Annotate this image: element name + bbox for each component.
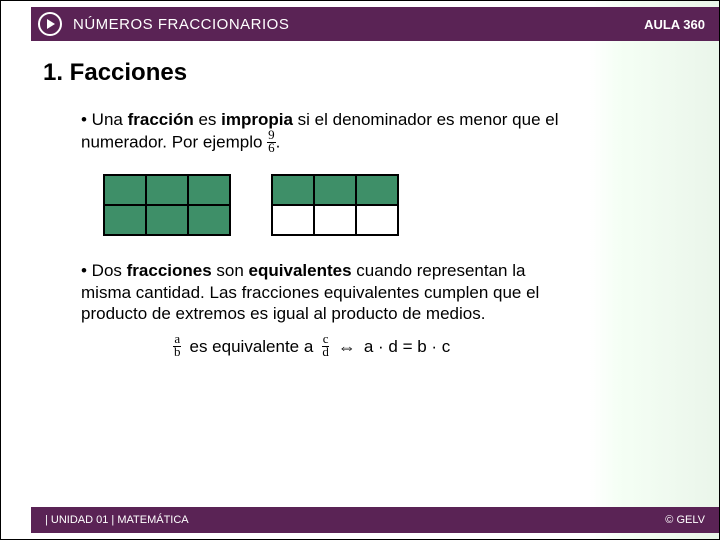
text-span: . xyxy=(276,133,281,152)
text-span: • Dos xyxy=(81,261,127,280)
text-bold: fracciones xyxy=(127,261,212,280)
play-icon xyxy=(37,11,63,37)
grid-cell xyxy=(104,175,146,205)
section-title: 1. Facciones xyxy=(43,59,689,87)
grid-cell xyxy=(314,205,356,235)
double-arrow-icon: ⇔ xyxy=(338,337,356,358)
grid-cell xyxy=(356,205,398,235)
bullet-1-text: • Una fracción es impropia si el denomin… xyxy=(81,109,561,156)
grid-cell xyxy=(272,205,314,235)
grid-cell xyxy=(146,205,188,235)
grid-cell xyxy=(356,175,398,205)
header-right: AULA 360 xyxy=(644,17,705,32)
footer-bar: | UNIDAD 01 | MATEMÁTICA © GELV xyxy=(31,507,719,533)
grid-cell xyxy=(188,205,230,235)
fraction-9-6: 96 xyxy=(267,128,276,154)
bullet-1: • Una fracción es impropia si el denomin… xyxy=(81,109,561,156)
grid-cell xyxy=(104,205,146,235)
text-span: son xyxy=(212,261,249,280)
bullet-2-text: • Dos fracciones son equivalentes cuando… xyxy=(81,260,561,324)
formula-text: a · d = b · c xyxy=(364,337,450,357)
fraction-c-d: cd xyxy=(321,332,330,358)
grid-cell xyxy=(188,175,230,205)
fraction-a-b: ab xyxy=(173,332,182,358)
text-bold: fracción xyxy=(128,110,194,129)
text-span: es equivalente a xyxy=(190,337,314,357)
grid-2 xyxy=(271,174,399,236)
header-title: NÚMEROS FRACCIONARIOS xyxy=(73,16,289,33)
text-span: es xyxy=(194,110,221,129)
bullet-2: • Dos fracciones son equivalentes cuando… xyxy=(81,260,561,360)
footer-left: | UNIDAD 01 | MATEMÁTICA xyxy=(45,514,189,526)
text-bold: impropia xyxy=(221,110,293,129)
grid-cell xyxy=(146,175,188,205)
fraction-grids xyxy=(103,174,689,236)
grid-cell xyxy=(314,175,356,205)
fraction-den: d xyxy=(321,344,330,359)
equivalence-line: ab es equivalente a cd ⇔ a · d = b · c xyxy=(173,334,561,360)
header-bar: NÚMEROS FRACCIONARIOS AULA 360 xyxy=(31,7,719,41)
text-span: • Una xyxy=(81,110,128,129)
content-area: 1. Facciones • Una fracción es impropia … xyxy=(43,59,689,378)
fraction-den: b xyxy=(173,344,182,359)
grid-cell xyxy=(272,175,314,205)
text-bold: equivalentes xyxy=(249,261,352,280)
fraction-den: 6 xyxy=(267,140,276,155)
grid-1 xyxy=(103,174,231,236)
footer-right: © GELV xyxy=(665,514,705,526)
